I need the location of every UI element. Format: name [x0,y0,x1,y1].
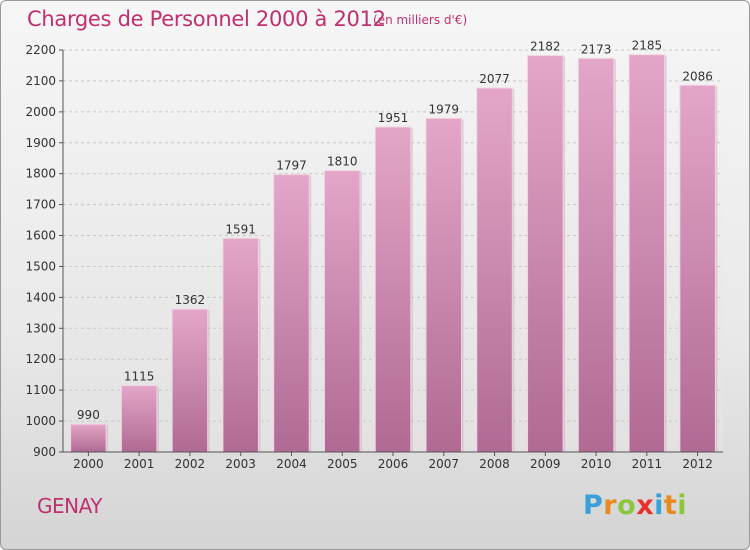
y-tick-label: 1100 [25,383,56,397]
y-tick-label: 1500 [25,259,56,273]
x-tick-label: 2000 [73,457,104,471]
proxiti-logo[interactable]: Proxiti [583,490,687,521]
y-tick-label: 1700 [25,198,56,212]
x-tick-label: 2001 [124,457,155,471]
x-tick-label: 2008 [479,457,510,471]
bar-value-label: 1115 [124,370,155,384]
y-tick-label: 1300 [25,321,56,335]
bar-value-label: 990 [77,408,100,422]
chart-subtitle: (en milliers d'€) [373,13,468,27]
y-tick-label: 1800 [25,167,56,181]
y-tick-label: 2000 [25,105,56,119]
bar-value-label: 2086 [682,69,713,83]
bar-value-label: 1951 [378,111,409,125]
x-axis: 2000 2001 2002 2003 2004 2005 2006 2007 2008 2009… [73,452,713,471]
y-tick-label: 2100 [25,74,56,88]
bar-2004 [273,174,310,453]
logo-letter: P [583,490,604,521]
x-tick-label: 2003 [225,457,256,471]
logo-letter: i [654,490,664,521]
bar-value-label: 1362 [175,293,206,307]
bar-2002 [171,308,209,453]
bar-value-label: 1979 [428,102,459,116]
bar-value-label: 2077 [479,72,510,86]
y-tick-label: 900 [33,445,56,459]
bar-2008 [476,87,513,453]
bar-2001 [120,385,158,453]
city-name: GENAY [37,494,102,518]
logo-letter: r [603,490,618,521]
x-tick-label: 2002 [175,457,206,471]
bar-2003 [222,237,259,453]
x-tick-label: 2011 [632,457,663,471]
x-tick-label: 2010 [581,457,612,471]
y-tick-label: 2200 [25,43,56,57]
x-tick-label: 2007 [428,457,459,471]
bar-value-label: 2173 [581,42,612,56]
bar-value-label: 1810 [327,155,358,169]
bar-2000 [70,423,107,453]
bar-series: 990 1115 1362 1591 1797 1810 1951 1979 2077 2182 2… [70,39,718,453]
bar-2007 [425,117,463,453]
logo-letter: i [677,490,688,521]
bar-value-label: 2185 [632,39,663,53]
logo-letter: x [636,490,655,521]
bar-2011 [628,54,666,453]
y-axis: 900 1000 1100 1200 1300 1400 1500 1600 1700 1800 1… [25,43,63,459]
logo-letter: o [617,490,637,521]
chart-title: Charges de Personnel 2000 à 2012 [27,7,386,31]
bar-2009 [527,55,564,453]
bar-2005 [323,170,361,453]
logo-letter: t [663,490,678,521]
bar-value-label: 1797 [276,159,307,173]
x-tick-label: 2005 [327,457,358,471]
x-tick-label: 2009 [530,457,561,471]
y-tick-label: 1600 [25,229,56,243]
bar-2006 [374,126,412,453]
y-tick-label: 1900 [25,136,56,150]
y-tick-label: 1400 [25,290,56,304]
bar-value-label: 1591 [225,222,256,236]
bar-2010 [577,57,615,453]
bar-2012 [679,84,716,453]
x-tick-label: 2012 [682,457,713,471]
y-tick-label: 1000 [25,414,56,428]
y-tick-label: 1200 [25,352,56,366]
bar-value-label: 2182 [530,40,561,54]
x-tick-label: 2006 [378,457,409,471]
x-tick-label: 2004 [276,457,307,471]
